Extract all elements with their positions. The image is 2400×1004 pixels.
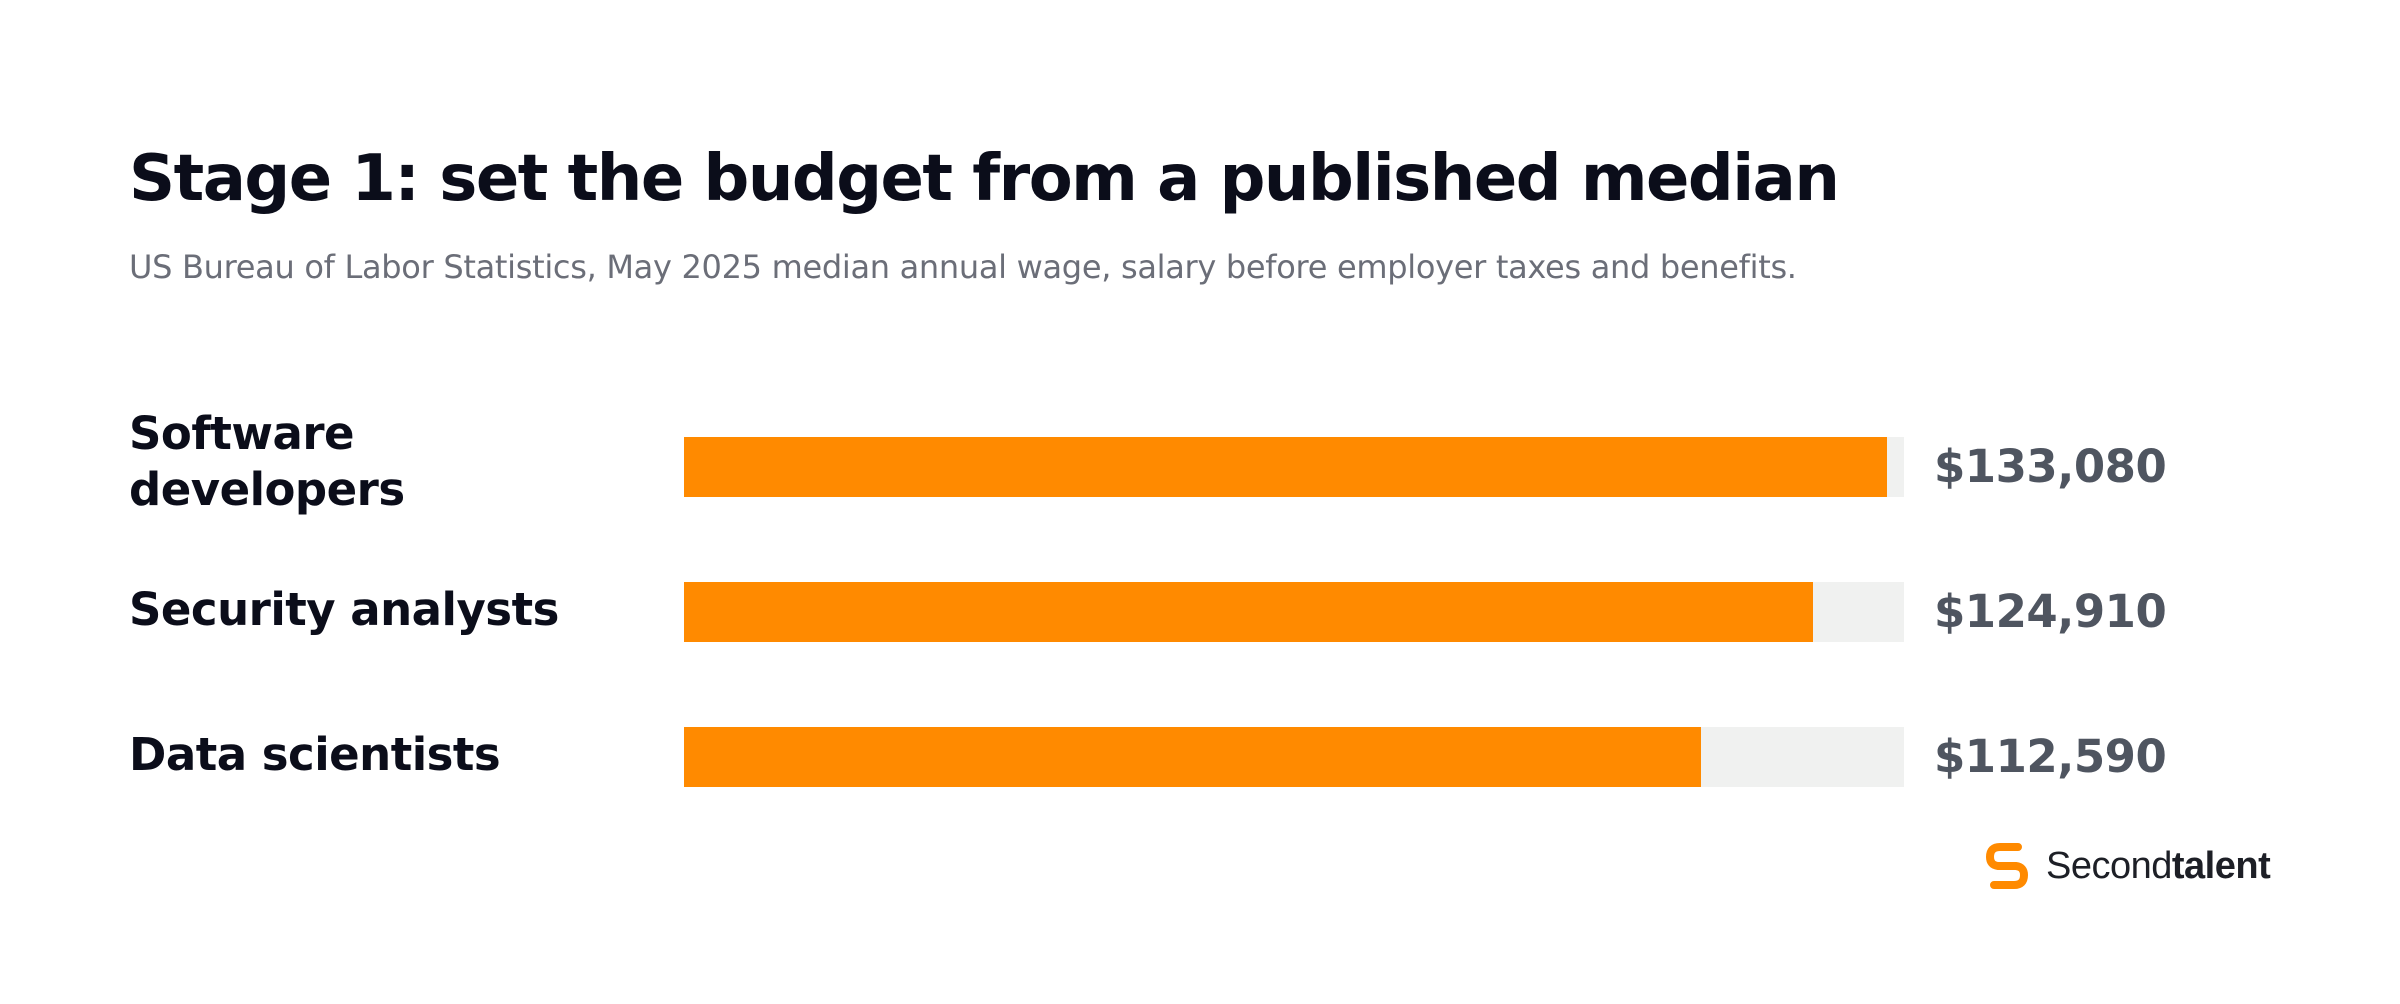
- chart-title: Stage 1: set the budget from a published…: [129, 142, 1840, 216]
- bar-value-label: $124,910: [1934, 585, 2167, 638]
- bar-track: [684, 437, 1904, 497]
- chart-subtitle: US Bureau of Labor Statistics, May 2025 …: [129, 248, 1797, 286]
- bar: [684, 582, 1813, 642]
- bar-value-label: $133,080: [1934, 440, 2167, 493]
- bar: [684, 727, 1701, 787]
- brand-logo: Secondtalent: [1980, 838, 2271, 894]
- bar-category-label: Security analysts: [129, 583, 559, 636]
- brand-name: Secondtalent: [2046, 844, 2271, 888]
- bar-category-label: Data scientists: [129, 728, 501, 781]
- bar-track: [684, 727, 1904, 787]
- brand-name-regular: Second: [2046, 844, 2172, 887]
- bar-track: [684, 582, 1904, 642]
- bar-category-label: Software developers: [129, 407, 405, 516]
- brand-name-bold: talent: [2171, 844, 2271, 887]
- bar: [684, 437, 1887, 497]
- bar-value-label: $112,590: [1934, 730, 2167, 783]
- secondtalent-logo-icon: [1986, 843, 2028, 889]
